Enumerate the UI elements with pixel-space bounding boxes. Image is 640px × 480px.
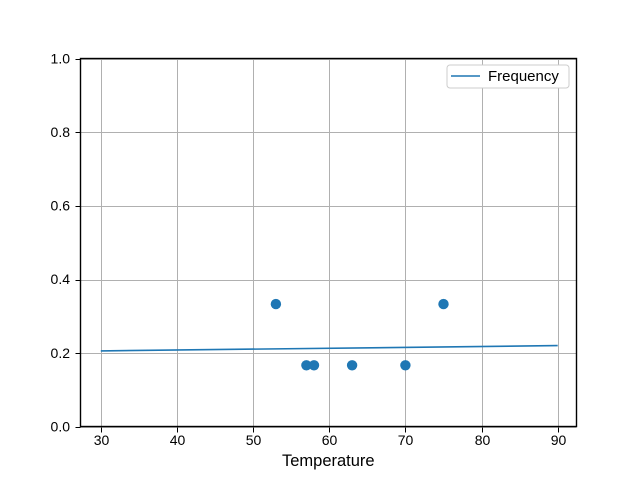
svg-text:0.8: 0.8 (51, 124, 71, 140)
svg-text:70: 70 (398, 432, 414, 448)
svg-text:0.6: 0.6 (51, 198, 71, 214)
svg-text:50: 50 (246, 432, 262, 448)
svg-text:60: 60 (322, 432, 338, 448)
svg-text:0.2: 0.2 (51, 345, 71, 361)
svg-text:80: 80 (475, 432, 491, 448)
svg-text:Frequency: Frequency (488, 68, 559, 85)
svg-text:0.0: 0.0 (51, 418, 71, 434)
svg-text:30: 30 (94, 432, 110, 448)
svg-text:0.4: 0.4 (51, 271, 71, 287)
svg-text:90: 90 (551, 432, 567, 448)
svg-text:40: 40 (170, 432, 186, 448)
svg-text:Temperature: Temperature (282, 452, 375, 470)
svg-text:1.0: 1.0 (51, 51, 71, 67)
